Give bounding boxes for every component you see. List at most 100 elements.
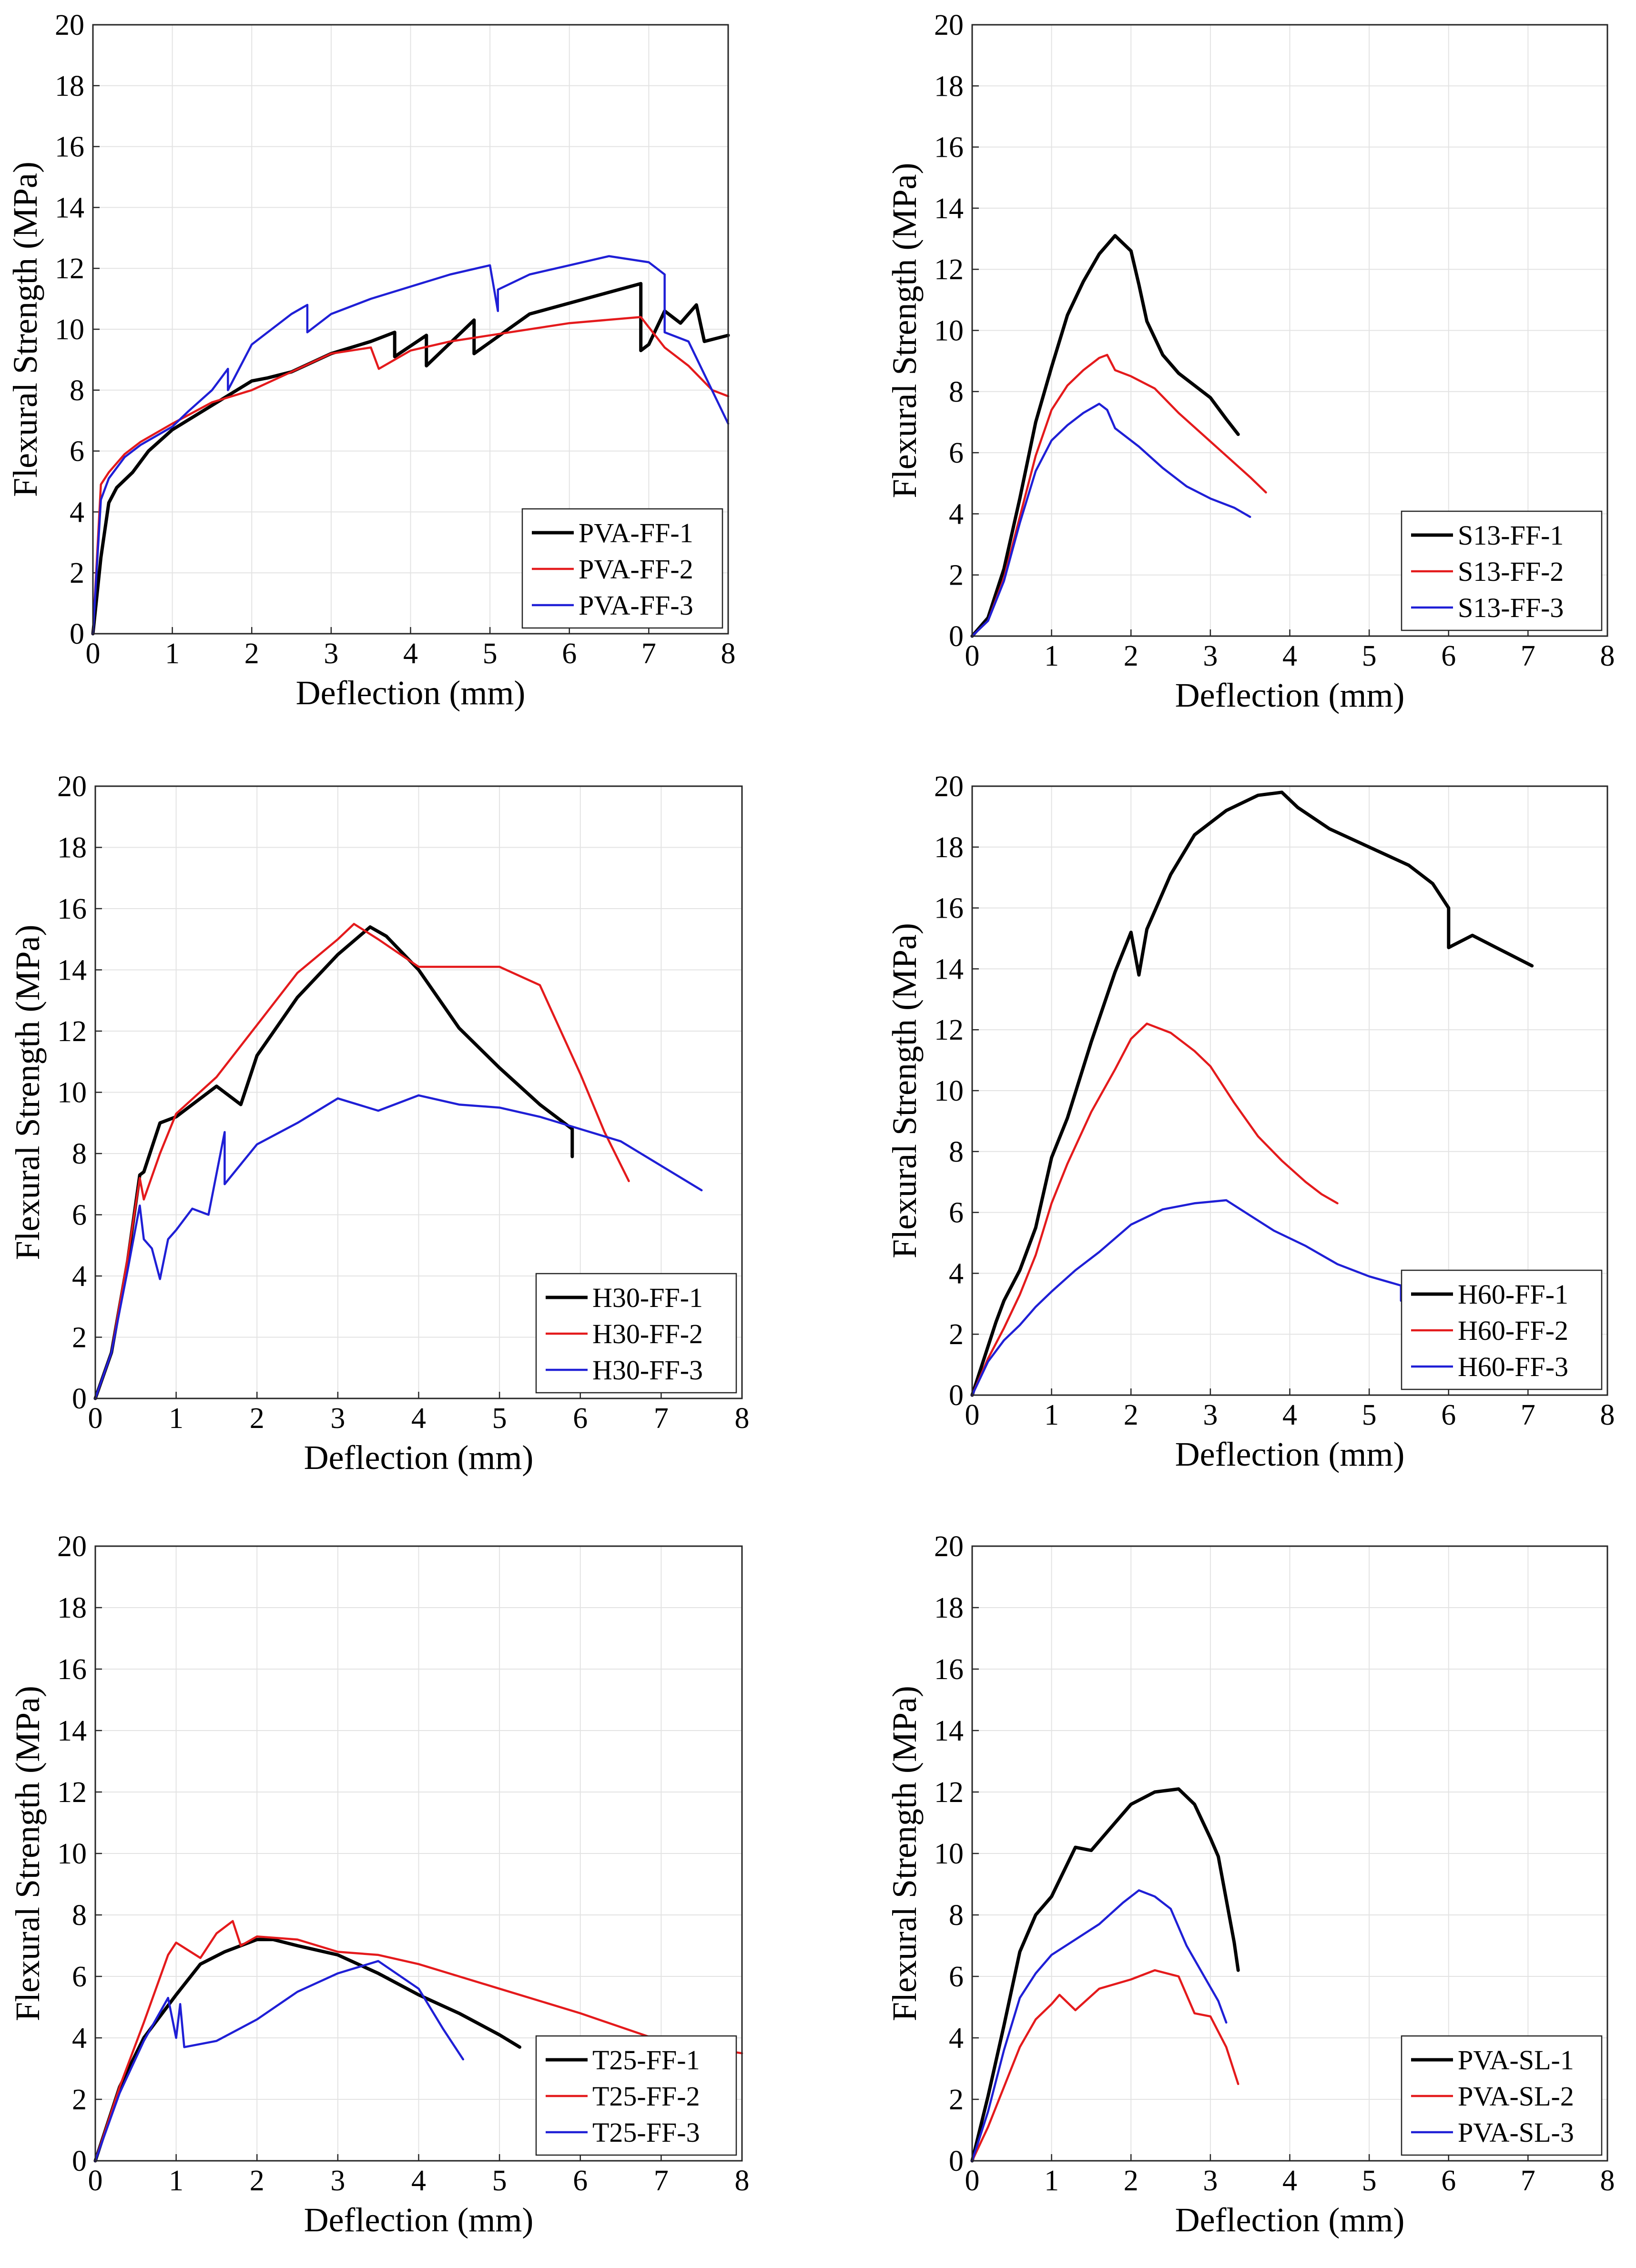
y-tick-label: 0 — [949, 1379, 964, 1412]
x-tick-label: 6 — [573, 1402, 588, 1435]
series-line-H30-FF-1 — [93, 925, 574, 1400]
x-tick-label: 8 — [1600, 640, 1615, 672]
x-tick-label: 2 — [1124, 2165, 1138, 2197]
legend-label: H30-FF-1 — [592, 1282, 703, 1313]
x-tick-label: 3 — [330, 2165, 345, 2197]
legend: PVA-SL-1 PVA-SL-2 PVA-SL-3 — [1401, 2035, 1603, 2156]
series-line-PVA-FF-2 — [91, 316, 730, 635]
y-tick-label: 10 — [57, 1838, 87, 1870]
legend: H60-FF-1 H60-FF-2 H60-FF-3 — [1401, 1269, 1603, 1390]
y-tick-label: 12 — [57, 1776, 87, 1809]
legend-label: S13-FF-1 — [1458, 520, 1564, 551]
y-tick-label: 18 — [57, 832, 87, 864]
y-tick-label: 0 — [949, 2145, 964, 2177]
y-axis-title: Flexural Strength (MPa) — [9, 925, 47, 1260]
y-tick-label: 12 — [934, 1014, 964, 1046]
y-tick-label: 4 — [949, 498, 964, 530]
x-tick-label: 5 — [492, 2165, 507, 2197]
series-line-H30-FF-3 — [94, 1094, 703, 1400]
y-tick-label: 12 — [57, 1015, 87, 1048]
x-tick-label: 4 — [403, 638, 418, 670]
plot-frame — [971, 785, 1608, 1396]
y-tick-label: 4 — [949, 2022, 964, 2055]
x-tick-label: 6 — [573, 2165, 588, 2197]
legend-label: S13-FF-2 — [1458, 556, 1564, 587]
legend-label: PVA-FF-3 — [579, 590, 693, 621]
plot-frame — [94, 1545, 743, 2162]
y-tick-label: 4 — [72, 1260, 87, 1293]
y-tick-label: 20 — [55, 9, 84, 41]
legend: T25-FF-1 T25-FF-2 T25-FF-3 — [535, 2035, 737, 2156]
x-tick-label: 5 — [483, 638, 498, 670]
y-tick-label: 8 — [70, 375, 84, 407]
y-tick-label: 4 — [70, 496, 84, 528]
x-tick-label: 2 — [250, 1402, 264, 1435]
legend: PVA-FF-1 PVA-FF-2 PVA-FF-3 — [521, 508, 723, 629]
x-tick-label: 1 — [1044, 2165, 1059, 2197]
y-tick-label: 20 — [934, 1530, 964, 1563]
x-tick-label: 2 — [244, 638, 259, 670]
y-tick-label: 0 — [70, 618, 84, 650]
legend-label: S13-FF-3 — [1458, 592, 1564, 623]
x-axis-title: Deflection (mm) — [296, 674, 526, 712]
y-tick-label: 2 — [949, 1318, 964, 1351]
series-line-S13-FF-2 — [971, 354, 1267, 638]
x-tick-label: 8 — [735, 2165, 750, 2197]
x-tick-label: 2 — [1124, 640, 1138, 672]
legend-label: PVA-FF-1 — [579, 517, 693, 548]
x-tick-label: 1 — [165, 638, 180, 670]
x-tick-label: 3 — [330, 1402, 345, 1435]
series-line-PVA-FF-3 — [91, 255, 730, 635]
y-tick-label: 18 — [934, 70, 964, 102]
y-tick-label: 2 — [949, 2084, 964, 2116]
y-tick-label: 2 — [70, 557, 84, 589]
x-tick-label: 3 — [1203, 2165, 1218, 2197]
y-axis-title: Flexural Strength (MPa) — [885, 1686, 924, 2021]
y-tick-label: 6 — [949, 1197, 964, 1229]
y-tick-label: 8 — [949, 1899, 964, 1932]
plot-frame — [971, 24, 1608, 637]
y-tick-label: 10 — [934, 1075, 964, 1107]
x-tick-label: 6 — [562, 638, 577, 670]
x-axis-title: Deflection (mm) — [304, 1438, 534, 1477]
y-tick-label: 16 — [57, 893, 87, 925]
series-line-H30-FF-2 — [94, 922, 630, 1400]
x-tick-label: 5 — [492, 1402, 507, 1435]
x-tick-label: 7 — [1521, 640, 1535, 672]
legend-label: PVA-SL-2 — [1458, 2081, 1574, 2112]
y-tick-label: 2 — [949, 559, 964, 592]
x-tick-label: 6 — [1441, 1399, 1456, 1431]
y-tick-label: 16 — [934, 892, 964, 925]
x-axis-title: Deflection (mm) — [1175, 676, 1405, 714]
y-tick-label: 4 — [72, 2022, 87, 2055]
x-tick-label: 5 — [1362, 640, 1377, 672]
plot-frame — [92, 24, 729, 635]
y-tick-label: 6 — [72, 1961, 87, 1993]
plot-frame — [94, 785, 743, 1399]
legend-label: H60-FF-3 — [1458, 1351, 1568, 1382]
y-tick-label: 0 — [949, 620, 964, 653]
legend-label: PVA-SL-1 — [1458, 2045, 1574, 2076]
x-tick-label: 5 — [1362, 1399, 1377, 1431]
legend: H30-FF-1 H30-FF-2 H30-FF-3 — [535, 1273, 737, 1394]
y-tick-label: 18 — [934, 831, 964, 864]
x-tick-label: 2 — [250, 2165, 264, 2197]
y-tick-label: 16 — [934, 1653, 964, 1686]
y-tick-label: 16 — [934, 132, 964, 164]
y-tick-label: 2 — [72, 2084, 87, 2116]
x-axis-title: Deflection (mm) — [1175, 2201, 1405, 2239]
x-tick-label: 3 — [1203, 640, 1218, 672]
y-tick-label: 14 — [934, 192, 964, 225]
y-tick-label: 2 — [72, 1322, 87, 1354]
y-tick-label: 20 — [57, 1530, 87, 1563]
y-tick-label: 18 — [57, 1592, 87, 1624]
x-tick-label: 8 — [1600, 2165, 1615, 2197]
x-tick-label: 8 — [721, 638, 736, 670]
x-tick-label: 6 — [1441, 2165, 1456, 2197]
y-tick-label: 14 — [934, 1715, 964, 1747]
